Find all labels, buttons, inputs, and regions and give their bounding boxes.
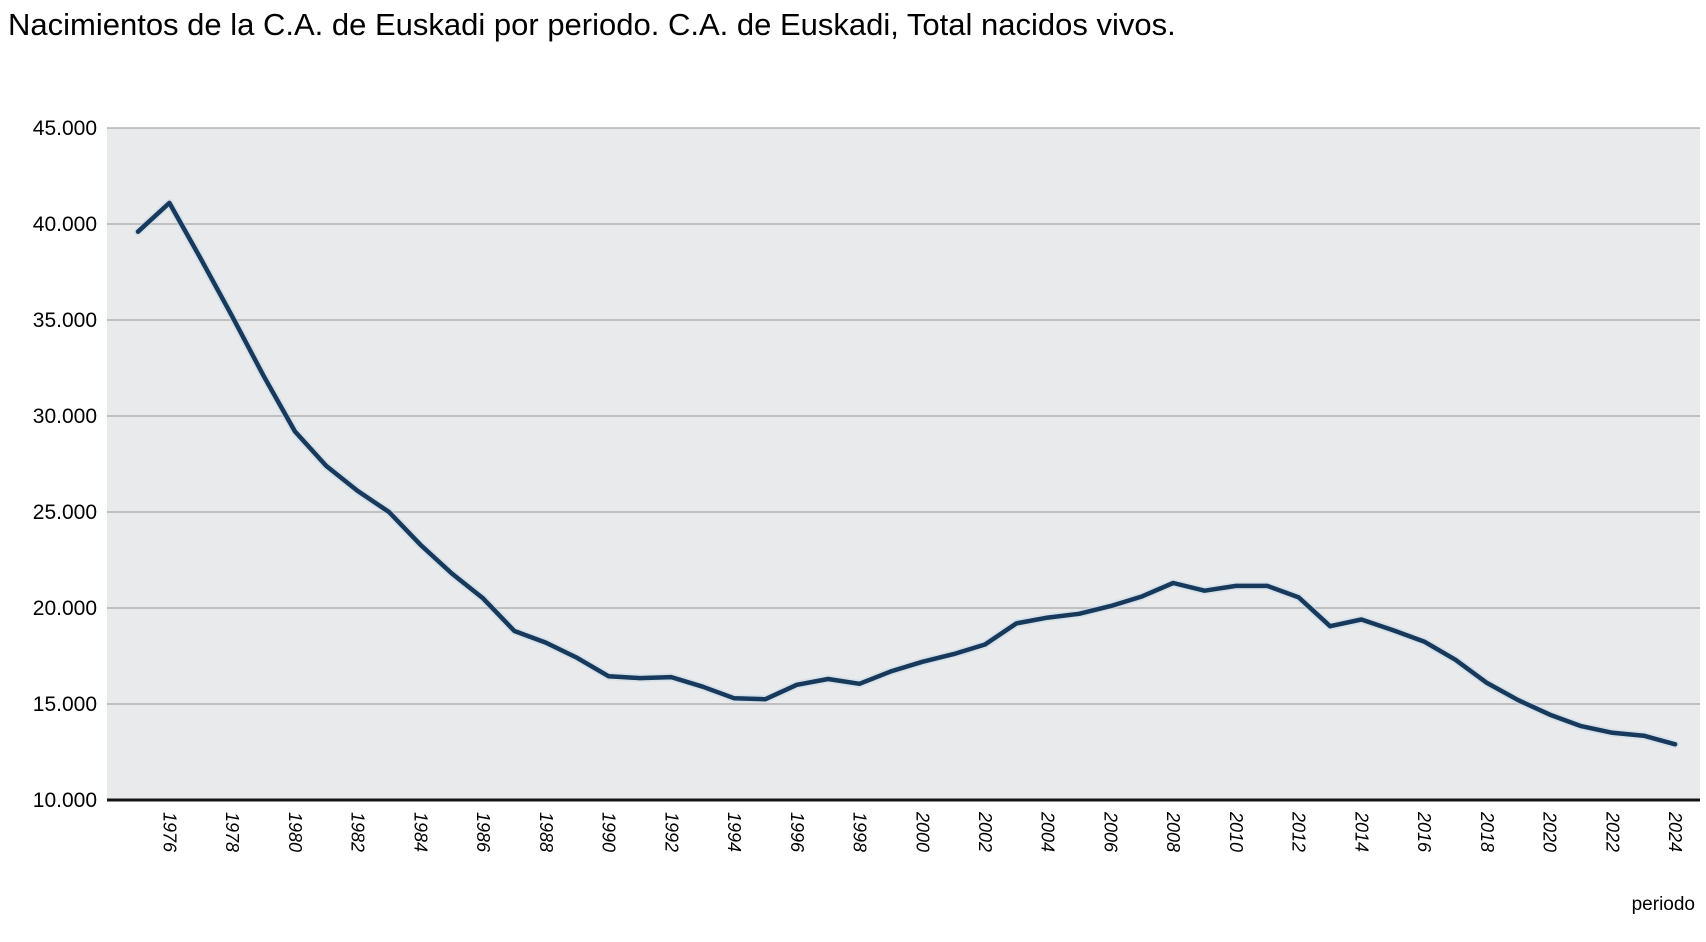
- y-tick-label: 20.000: [33, 597, 97, 620]
- x-tick-label: 1996: [787, 812, 807, 853]
- x-tick-label: 2020: [1540, 811, 1560, 852]
- y-tick-label: 30.000: [33, 405, 97, 428]
- x-tick-label: 2008: [1163, 811, 1183, 852]
- y-tick-label: 40.000: [33, 213, 97, 236]
- x-tick-label: 1990: [599, 812, 619, 852]
- x-tick-label: 2004: [1038, 811, 1058, 852]
- x-tick-label: 1982: [348, 812, 368, 852]
- x-tick-label: 2024: [1665, 811, 1685, 852]
- data-line-total-nacidos-vivos: [135, 200, 1678, 747]
- chart-title: Nacimientos de la C.A. de Euskadi por pe…: [8, 7, 1176, 42]
- y-tick-label: 45.000: [33, 117, 97, 140]
- x-tick-label: 2014: [1351, 811, 1371, 852]
- x-tick-label: 2006: [1101, 811, 1121, 853]
- y-tick-label: 15.000: [33, 693, 97, 716]
- x-tick-label: 2002: [975, 811, 995, 852]
- x-tick-label: 2010: [1226, 811, 1246, 852]
- x-tick-label: 1994: [724, 812, 744, 852]
- x-tick-label: 2000: [912, 811, 932, 852]
- x-tick-label: 2022: [1602, 811, 1622, 852]
- y-tick-label: 10.000: [33, 789, 97, 812]
- x-tick-label: 1984: [410, 812, 430, 852]
- x-tick-label: 2016: [1414, 811, 1434, 853]
- x-tick-label: 1978: [222, 812, 242, 852]
- x-tick-label: 1976: [159, 812, 179, 853]
- x-tick-label: 1988: [536, 812, 556, 852]
- x-tick-label: 1992: [661, 812, 681, 852]
- x-tick-label: 1998: [850, 812, 870, 852]
- x-tick-label: 1980: [285, 812, 305, 852]
- y-tick-label: 25.000: [33, 501, 97, 524]
- x-tick-label: 2018: [1477, 811, 1497, 852]
- x-axis-title: periodo: [1632, 894, 1695, 915]
- y-tick-label: 35.000: [33, 309, 97, 332]
- plot-area: [107, 128, 1700, 800]
- x-tick-label: 1986: [473, 812, 493, 853]
- x-tick-label: 2012: [1289, 811, 1309, 852]
